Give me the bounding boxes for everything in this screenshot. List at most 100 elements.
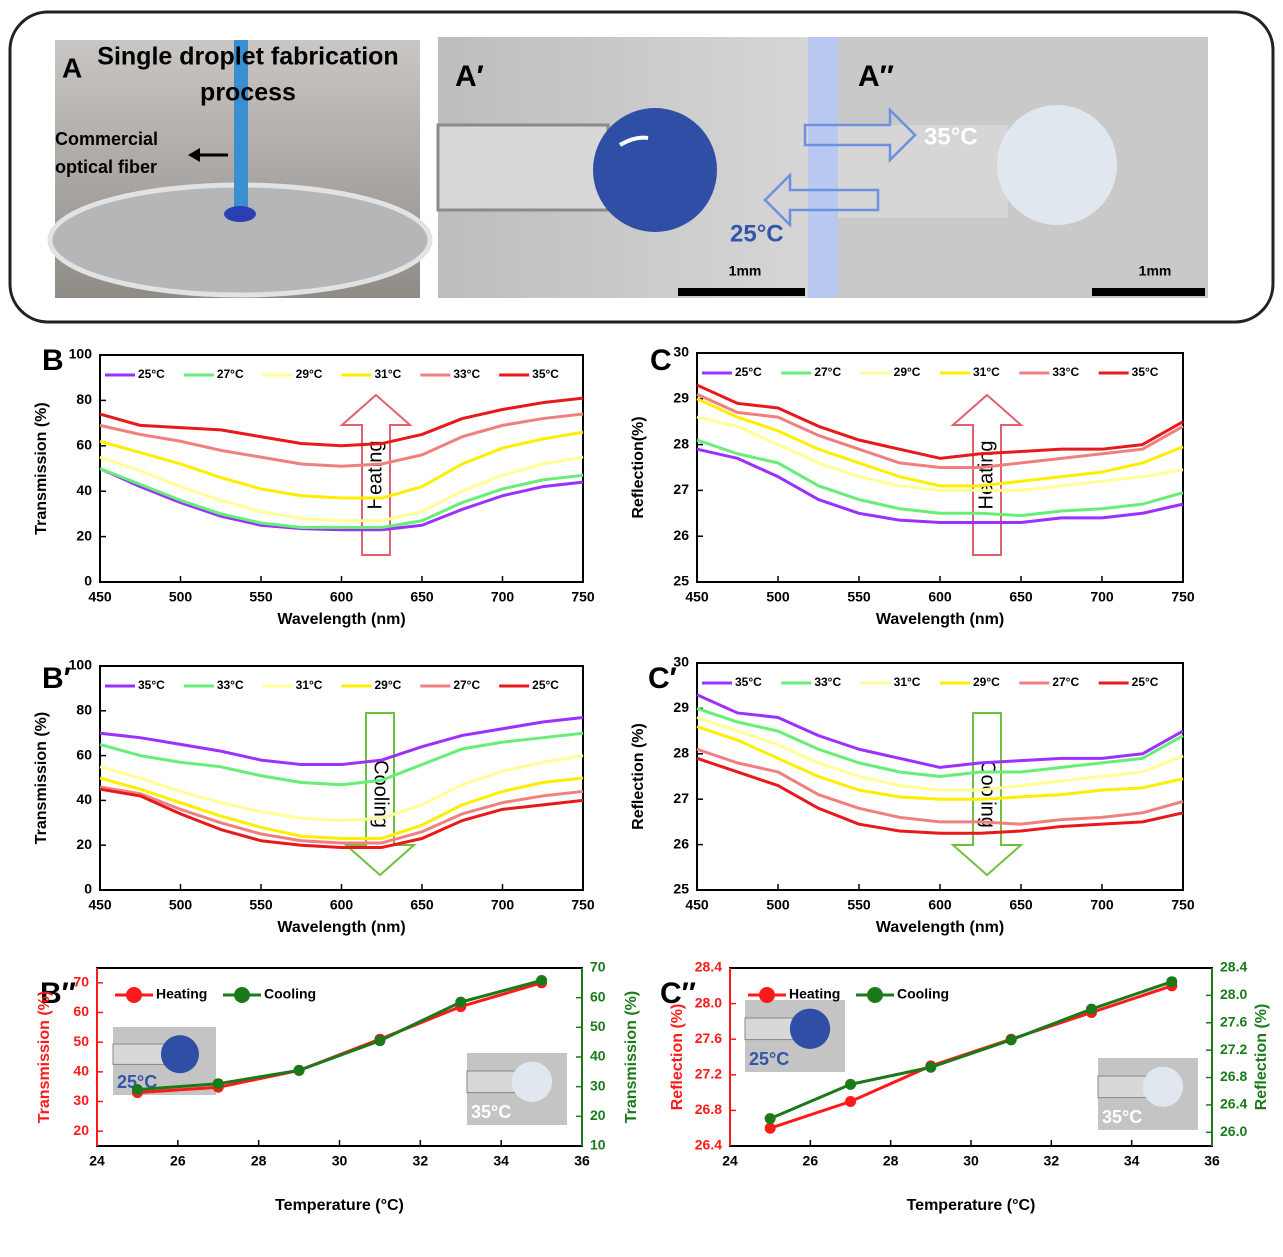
series-line [696, 706, 1184, 778]
y2-tick-label: 20 [590, 1107, 606, 1123]
marker [374, 1035, 386, 1047]
marker [536, 974, 548, 986]
photo-panel: A Single droplet fabrication process Com… [8, 10, 1275, 324]
legend-label: 29°C [375, 678, 402, 692]
x-tick-label: 550 [847, 897, 871, 913]
x-tick-label: 550 [249, 589, 273, 605]
x-tick-label: 32 [413, 1153, 429, 1169]
marker [293, 1064, 305, 1076]
y-tick-label: 28.0 [695, 994, 722, 1010]
x-tick-label: 700 [1090, 589, 1114, 605]
series-line [137, 979, 542, 1092]
legend-label: 31°C [973, 365, 1000, 379]
y-tick-label: 28.4 [695, 959, 722, 975]
y-tick-label: 26 [673, 527, 689, 543]
y-tick-label: 40 [76, 791, 92, 807]
legend-label: 31°C [894, 675, 921, 689]
legend-label: 35°C [532, 367, 559, 381]
legend-label: 29°C [973, 675, 1000, 689]
legend-label: Heating [156, 986, 207, 1002]
y-axis-label: Reflection (%) [630, 723, 647, 830]
series-line [696, 716, 1184, 792]
y-tick-label: 26.4 [695, 1137, 722, 1153]
y-tick-label: 26 [673, 835, 689, 851]
annotation: Heating [364, 441, 386, 510]
panel-letter: A″ [858, 60, 894, 93]
scale-bar [1092, 288, 1205, 296]
series-line [696, 447, 1184, 524]
legend-label: 33°C [814, 675, 841, 689]
y2-tick-label: 60 [590, 988, 606, 1004]
annotation-arrow [950, 393, 1024, 556]
x-tick-label: 750 [571, 897, 595, 913]
y-tick-label: 100 [69, 346, 93, 362]
series-line [696, 756, 1184, 835]
x-tick-label: 34 [1124, 1153, 1140, 1169]
y2-tick-label: 26.8 [1220, 1068, 1247, 1084]
marker [764, 1113, 776, 1125]
marker [764, 1122, 776, 1134]
x-axis-label: Wavelength (nm) [277, 919, 405, 936]
x-tick-label: 700 [1090, 897, 1114, 913]
x-axis-label: Wavelength (nm) [277, 611, 405, 628]
x-axis-label: Wavelength (nm) [876, 611, 1004, 628]
legend-label: 25°C [1132, 675, 1159, 689]
series-line [99, 467, 584, 530]
cold-label: 25°C [730, 220, 784, 247]
series-line [99, 785, 584, 845]
series-line [696, 725, 1184, 801]
y-tick-label: 29 [673, 390, 689, 406]
y-tick-label: 20 [76, 836, 92, 852]
legend-label: 27°C [453, 678, 480, 692]
x-tick-label: 500 [169, 897, 193, 913]
y-tick-label: 60 [73, 1003, 89, 1019]
inset-droplet [511, 1061, 553, 1102]
marker [1005, 1034, 1017, 1046]
y2-tick-label: 70 [590, 959, 606, 975]
series-line [696, 693, 1184, 769]
x-tick-label: 650 [1009, 897, 1033, 913]
series-line [99, 716, 584, 767]
annotation: Heating [975, 441, 997, 510]
y2-tick-label: 28.0 [1220, 986, 1247, 1002]
x-tick-label: 700 [491, 589, 515, 605]
legend-label: 27°C [1052, 675, 1079, 689]
y-tick-label: 20 [76, 527, 92, 543]
series-line [696, 415, 1184, 492]
legend-label: 31°C [375, 367, 402, 381]
legend-label: Heating [789, 986, 840, 1002]
y-tick-label: 26.8 [695, 1101, 722, 1117]
photo-title: process [200, 79, 296, 107]
x-tick-label: 500 [766, 589, 790, 605]
y2-tick-label: 26.0 [1220, 1123, 1247, 1139]
y2-tick-label: 30 [590, 1077, 606, 1093]
panel-letter: C [650, 344, 672, 377]
legend-marker [234, 987, 250, 1003]
panel-letter: B′ [42, 662, 71, 695]
x-tick-label: 34 [493, 1153, 509, 1169]
y-tick-label: 27.6 [695, 1030, 722, 1046]
inset-label: 25°C [749, 1049, 789, 1069]
marker [845, 1096, 856, 1107]
legend-label: 35°C [1132, 365, 1159, 379]
y-axis-label: Transmission (%) [33, 402, 50, 534]
x-tick-label: 600 [928, 897, 952, 913]
y-tick-label: 25 [673, 881, 689, 897]
x-tick-label: 750 [571, 589, 595, 605]
plot-frame [99, 665, 584, 891]
y-tick-label: 30 [73, 1092, 89, 1108]
fiber [234, 40, 248, 212]
marker [212, 1078, 224, 1090]
legend-label: 33°C [453, 367, 480, 381]
annotation-arrow [339, 393, 413, 556]
x-tick-label: 600 [330, 897, 354, 913]
inset-droplet [789, 1008, 831, 1049]
legend-label: 27°C [814, 365, 841, 379]
y-tick-label: 80 [76, 702, 92, 718]
photo-title: Single droplet fabrication [97, 43, 398, 71]
y-tick-label: 80 [76, 391, 92, 407]
legend-label: Cooling [264, 986, 316, 1002]
x-tick-label: 550 [249, 897, 273, 913]
series-line [769, 980, 1173, 1120]
series-line [696, 747, 1184, 826]
